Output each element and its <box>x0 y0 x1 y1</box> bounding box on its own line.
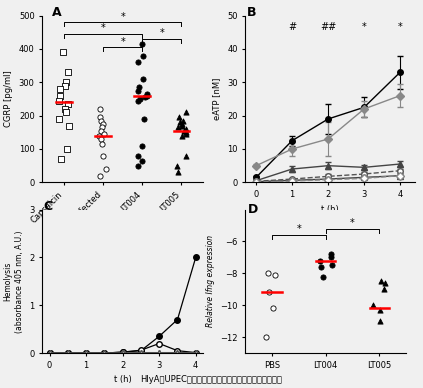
Point <box>100 121 107 127</box>
Point <box>65 69 72 75</box>
Point <box>57 92 64 99</box>
Point <box>319 274 326 280</box>
Text: *: * <box>101 23 105 33</box>
Point <box>176 114 182 120</box>
Point <box>182 109 189 115</box>
X-axis label: t (h): t (h) <box>321 204 339 213</box>
Point <box>316 258 323 264</box>
Point <box>61 83 68 89</box>
Text: HlyA在UPEC肾脏感染过程中在神经元信号传导中的作用: HlyA在UPEC肾脏感染过程中在神经元信号传导中的作用 <box>140 375 283 384</box>
Point <box>63 109 69 115</box>
Point <box>64 101 71 107</box>
Point <box>134 59 141 65</box>
Point <box>144 92 151 99</box>
Point <box>58 156 64 162</box>
Y-axis label: eATP [nM]: eATP [nM] <box>212 78 222 120</box>
Point <box>137 96 144 102</box>
Text: *: * <box>362 22 366 32</box>
Point <box>139 41 146 47</box>
Point <box>96 133 103 139</box>
Text: C: C <box>44 200 52 213</box>
Text: #: # <box>288 22 296 32</box>
Point <box>376 307 383 313</box>
Point <box>176 119 183 125</box>
Point <box>377 278 384 284</box>
Point <box>140 52 147 59</box>
Point <box>183 126 190 132</box>
Point <box>65 123 72 129</box>
Point <box>180 118 187 124</box>
Point <box>263 334 269 340</box>
Point <box>135 97 142 104</box>
Point <box>59 49 66 55</box>
Text: *: * <box>120 12 125 21</box>
Point <box>179 121 185 127</box>
Point <box>56 97 63 104</box>
Text: B: B <box>247 5 257 19</box>
Point <box>370 302 376 308</box>
Text: *: * <box>120 36 125 47</box>
Y-axis label: Relative Ifng expression: Relative Ifng expression <box>206 235 214 327</box>
Point <box>380 286 387 293</box>
Point <box>328 251 335 257</box>
Point <box>141 116 148 122</box>
Point <box>64 146 71 152</box>
Point <box>135 88 141 94</box>
Point <box>142 94 149 100</box>
Text: *: * <box>350 218 355 228</box>
Point <box>181 128 188 134</box>
Text: *: * <box>398 22 403 32</box>
Point <box>179 133 186 139</box>
Point <box>264 270 271 276</box>
Text: A: A <box>52 5 62 19</box>
Point <box>327 254 334 260</box>
Point <box>135 152 142 159</box>
Point <box>269 305 276 312</box>
Y-axis label: Hemolysis
(absorbance 405 nm, A.U.): Hemolysis (absorbance 405 nm, A.U.) <box>4 230 24 333</box>
Point <box>182 152 189 159</box>
Point <box>98 128 104 134</box>
Point <box>134 163 141 169</box>
Point <box>96 173 103 179</box>
Point <box>61 106 68 112</box>
Point <box>101 131 107 137</box>
Point <box>57 86 64 92</box>
Point <box>179 123 185 129</box>
Text: ##: ## <box>320 22 336 32</box>
Point <box>376 318 383 324</box>
Point <box>96 106 103 112</box>
Point <box>382 280 388 286</box>
Point <box>266 289 272 296</box>
Y-axis label: CGRP [pg/ml]: CGRP [pg/ml] <box>4 71 13 127</box>
Point <box>272 272 279 278</box>
Point <box>175 169 182 175</box>
Point <box>328 262 335 268</box>
Point <box>63 79 70 85</box>
Point <box>139 158 146 164</box>
Point <box>99 124 106 130</box>
Point <box>140 76 147 82</box>
Point <box>183 129 190 135</box>
Point <box>182 131 189 137</box>
Point <box>143 91 150 97</box>
Text: D: D <box>248 203 258 216</box>
Point <box>318 264 324 270</box>
Point <box>99 152 106 159</box>
Point <box>175 124 181 130</box>
Point <box>98 118 104 124</box>
Point <box>96 114 103 120</box>
Point <box>98 141 105 147</box>
Point <box>103 166 110 172</box>
Point <box>138 142 145 149</box>
Point <box>174 163 181 169</box>
Text: *: * <box>297 224 301 234</box>
X-axis label: t (h): t (h) <box>114 375 132 384</box>
Point <box>98 136 104 142</box>
Point <box>135 84 142 90</box>
Point <box>55 116 62 122</box>
Text: *: * <box>159 28 164 38</box>
